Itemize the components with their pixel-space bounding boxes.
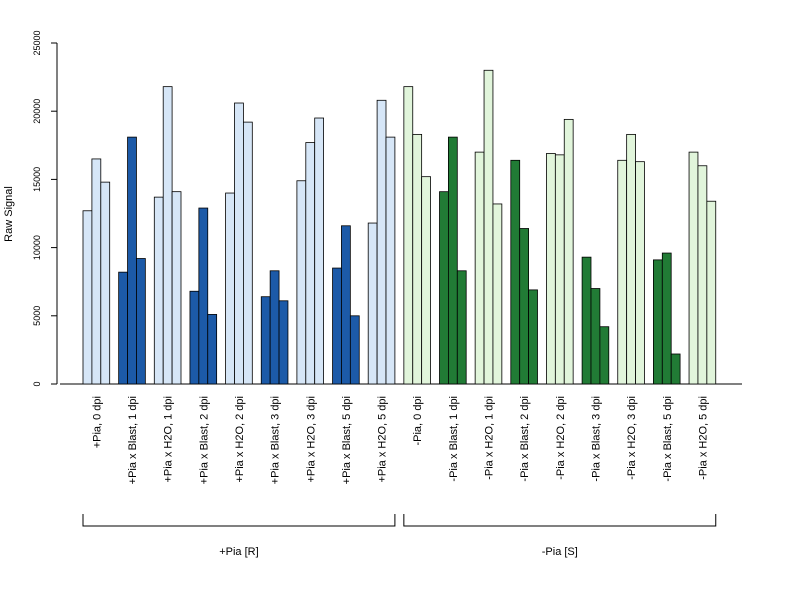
category-label: -Pia x H2O, 2 dpi [555,396,567,480]
bar [456,270,467,385]
bar [688,151,699,385]
bar [447,136,458,385]
bar [225,192,235,385]
category-label: +Pia, 0 dpi [91,396,103,448]
bar [653,259,663,385]
category-label: -Pia x H2O, 5 dpi [697,396,709,480]
bar [207,314,218,385]
bar [581,256,592,385]
bar [421,176,431,385]
bar [376,99,387,385]
bar [439,191,449,385]
category-label: -Pia, 0 dpi [412,396,424,446]
bar [617,159,628,385]
bar [492,203,503,385]
category-label: -Pia x Blast, 5 dpi [662,396,674,482]
bar [367,222,378,385]
y-tick-label: 5000 [32,306,42,326]
category-label: -Pia x Blast, 1 dpi [448,396,460,482]
category-label: +Pia x Blast, 3 dpi [270,396,282,484]
category-label: +Pia x H2O, 3 dpi [305,396,317,483]
bar [599,326,610,385]
y-tick-label: 25000 [32,30,42,55]
bar [635,161,645,385]
bar [100,181,111,385]
bar [670,353,681,385]
category-label: -Pia x H2O, 3 dpi [626,396,638,480]
group-label: -Pia [S] [542,546,578,558]
bar [341,225,351,385]
category-label: +Pia x H2O, 2 dpi [234,396,246,483]
y-tick-label: 0 [32,381,42,386]
category-label: -Pia x Blast, 2 dpi [519,396,531,482]
x-axis-labels: +Pia, 0 dpi +Pia x Blast, 1 dpi +Pia x H2O… [91,396,709,484]
category-label: +Pia x Blast, 1 dpi [127,396,139,484]
bar [519,228,530,385]
bar [385,136,396,385]
y-axis-title: Raw Signal [3,186,15,242]
category-label: -Pia x H2O, 1 dpi [484,396,496,480]
bar [189,290,200,385]
category-label: +Pia x Blast, 2 dpi [198,396,210,484]
bar [483,69,494,385]
bar [474,151,485,385]
bar [242,121,253,385]
bar [349,315,360,385]
group-bracket [82,514,396,527]
category-label: +Pia x Blast, 5 dpi [341,396,353,484]
category-label: +Pia x H2O, 1 dpi [163,396,175,483]
category-label: +Pia x H2O, 5 dpi [377,396,389,483]
bar [171,191,182,385]
bar [332,267,342,385]
bar [661,252,672,385]
bar [153,196,164,385]
bar [82,210,93,385]
bar [403,86,414,385]
bars [82,69,717,385]
y-tick-label: 20000 [32,99,42,124]
bar [136,258,146,385]
bar [528,289,538,385]
bar [546,153,556,385]
bar [412,133,423,385]
bar [296,180,307,385]
y-tick-label: 15000 [32,167,42,192]
bar [127,136,137,385]
bar [198,207,209,385]
bar [118,271,128,385]
bar [510,159,521,385]
bar [260,296,271,385]
group-label: +Pia [R] [219,546,258,558]
y-tick-label: 10000 [32,235,42,260]
bar [269,270,280,385]
bar [563,118,574,385]
bar [162,86,173,385]
category-label: -Pia x Blast, 3 dpi [590,396,602,482]
bar [314,117,325,385]
bar [234,102,244,385]
bar [626,133,636,385]
bar [305,142,316,385]
bar [554,154,565,385]
bar [697,165,708,385]
group-brackets: +Pia [R] -Pia [S] [82,514,717,558]
group-bracket [403,514,717,527]
bar [706,200,717,385]
bar [590,288,601,385]
bar [91,158,102,385]
bar [278,300,289,385]
